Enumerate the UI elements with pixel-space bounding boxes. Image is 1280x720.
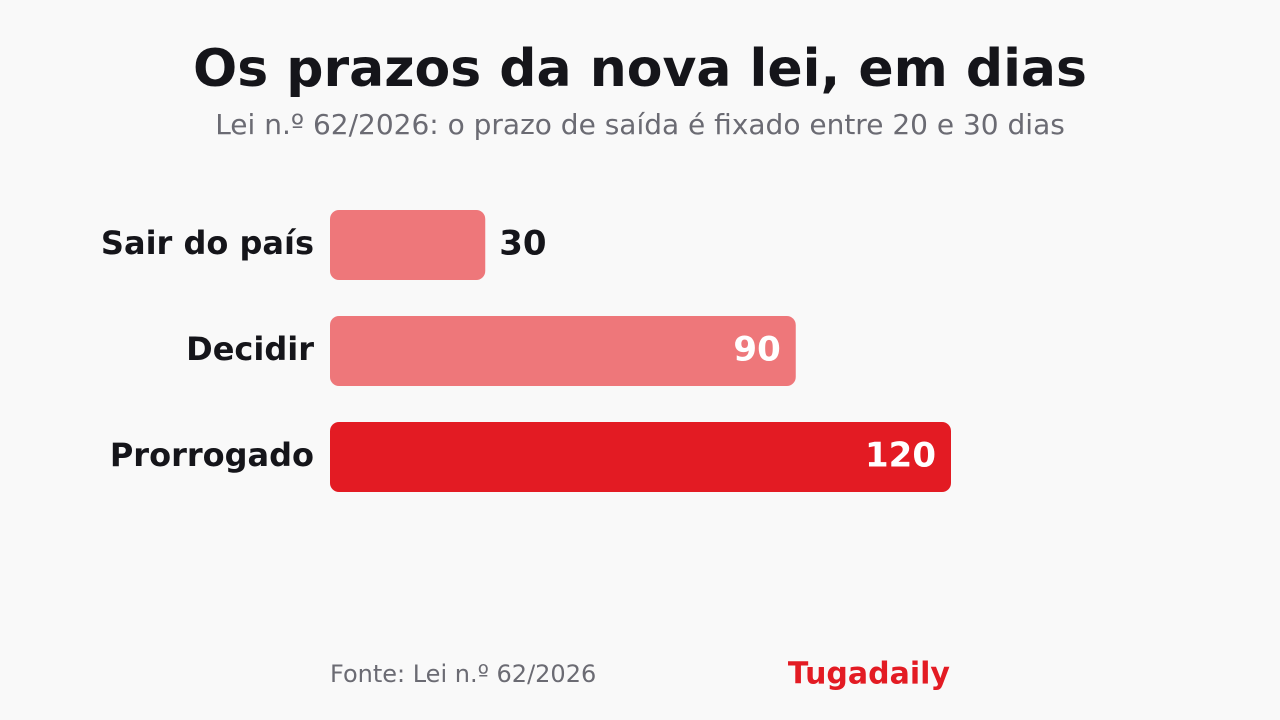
bar <box>330 316 796 386</box>
bar <box>330 422 951 492</box>
category-label: Decidir <box>186 330 314 368</box>
bar <box>330 210 486 280</box>
value-label: 120 <box>865 436 936 476</box>
source: Fonte: Lei n.º 62/2026 <box>330 660 596 688</box>
category-label: Sair do país <box>101 224 314 262</box>
category-label: Prorrogado <box>110 436 314 474</box>
brand: Tugadaily <box>788 657 951 692</box>
chart-title: Os prazos da nova lei, em dias <box>193 39 1087 99</box>
value-label: 30 <box>499 224 546 264</box>
value-label: 90 <box>733 330 780 370</box>
chart-subtitle: Lei n.º 62/2026: o prazo de saída é fixa… <box>215 108 1065 141</box>
